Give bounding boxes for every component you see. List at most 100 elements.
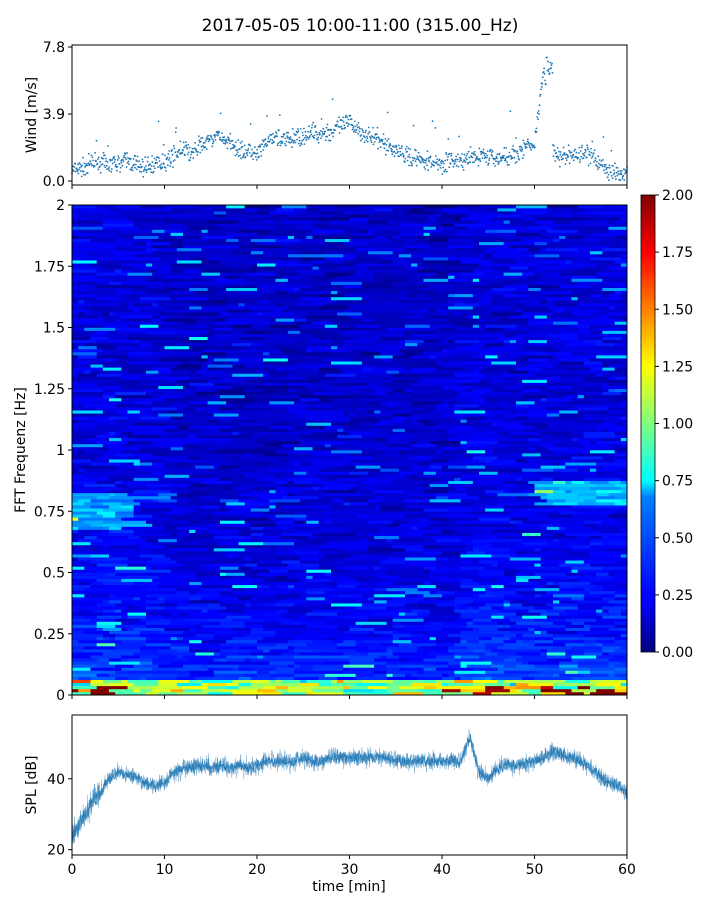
spectrogram-cell — [238, 404, 245, 408]
spectrogram-cell — [559, 563, 591, 567]
wind-point — [170, 162, 173, 165]
spectrogram-cell — [509, 511, 535, 515]
spectrogram-cell — [528, 572, 535, 576]
spectrogram-cell — [460, 688, 486, 693]
wind-point — [522, 157, 524, 160]
spectrogram-cell — [275, 489, 301, 494]
wind-point — [236, 151, 239, 154]
wind-point — [107, 167, 110, 170]
spectrogram-cell — [472, 397, 486, 402]
spectrogram-cell — [250, 569, 270, 573]
spectrogram-cell — [72, 443, 104, 448]
spectrogram-cell — [435, 367, 467, 371]
spectrogram-cell — [448, 508, 474, 512]
spectrogram-cell — [158, 324, 190, 328]
spectrogram-cell — [152, 514, 159, 518]
spectrogram-cell — [546, 630, 578, 635]
spectrogram-cell — [170, 453, 196, 457]
spectrogram-cell — [115, 453, 134, 457]
spectrogram-cell — [454, 673, 467, 677]
wind-point — [291, 146, 293, 149]
spectrogram-cell — [454, 606, 461, 610]
spectrogram-cell — [226, 318, 252, 322]
spectrogram-cell — [318, 606, 344, 610]
wind-point — [409, 156, 411, 159]
spectrogram-cell — [133, 551, 153, 555]
spectrogram-cell — [608, 609, 622, 613]
spectrogram-cell — [380, 554, 412, 558]
spectrogram-cell — [133, 514, 153, 518]
spectrogram-cell — [183, 514, 202, 518]
wind-point — [124, 152, 127, 155]
spectrogram-cell — [72, 649, 85, 653]
spectrogram-cell — [602, 597, 615, 601]
spectrogram-cell — [559, 597, 572, 601]
spectrogram-cell — [312, 480, 338, 484]
spectrogram-cell — [571, 621, 585, 625]
spectrogram-cell — [590, 587, 597, 592]
spectrogram-cell — [300, 560, 332, 564]
spectrogram-cell — [559, 526, 566, 530]
wind-point — [279, 140, 282, 143]
spectrogram-cell — [596, 584, 603, 589]
wind-point — [484, 152, 487, 155]
spectrogram-cell — [244, 443, 264, 448]
spectrogram-cell — [152, 321, 159, 325]
spectrogram-cell — [368, 652, 393, 656]
spectrogram-cell — [90, 676, 116, 680]
spectrogram-cell — [614, 511, 628, 515]
spectrogram-cell — [417, 379, 437, 383]
spectrogram-cell — [146, 566, 153, 570]
spectrogram-cell — [331, 499, 344, 503]
spectrogram-cell — [213, 627, 221, 631]
wind-point — [288, 138, 291, 141]
spectrogram-cell — [269, 661, 295, 665]
spectrogram-cell — [337, 649, 356, 653]
wind-point — [416, 157, 419, 159]
spectrogram-cell — [386, 676, 418, 680]
spectrogram-cell — [176, 673, 190, 677]
wind-point — [222, 138, 225, 141]
spectrogram-cell — [380, 566, 393, 570]
wind-point — [612, 173, 615, 176]
wind-point — [189, 156, 192, 159]
spectrogram-cell — [331, 401, 356, 405]
wind-point — [304, 134, 307, 137]
wind-point — [359, 127, 361, 130]
spectrogram-cell — [602, 557, 628, 561]
spectrogram-cell — [139, 459, 165, 463]
spectrogram-cell — [540, 532, 554, 537]
spectrogram-cell — [232, 440, 258, 445]
spectrogram-cell — [503, 413, 517, 417]
wind-point — [151, 155, 154, 157]
spectrogram-cell — [411, 388, 443, 393]
spectrogram-cell — [201, 437, 208, 442]
spectrogram-cell — [429, 514, 443, 518]
spectrogram-cell — [207, 330, 221, 334]
spectrogram-cell — [213, 450, 245, 454]
spectrogram-cell — [287, 382, 313, 386]
spectrogram-cell — [220, 453, 245, 457]
spectrogram-cell — [386, 370, 400, 374]
spectrogram-cell — [343, 443, 356, 448]
spectrogram-cell — [115, 642, 147, 647]
spectrogram-cell — [207, 450, 215, 454]
spectrogram-cell — [170, 495, 196, 500]
wind-point — [572, 153, 575, 156]
wind-point — [167, 153, 170, 155]
spectrogram-cell — [183, 431, 202, 435]
spectrogram-cell — [189, 529, 196, 533]
spectrogram-cell — [485, 342, 504, 347]
wind-point — [601, 165, 604, 168]
spectrogram-cell — [522, 646, 529, 650]
spectrogram-cell — [201, 333, 215, 337]
spectrogram-cell — [509, 600, 529, 604]
spectrogram-cell — [602, 535, 609, 540]
spectrogram-cell — [590, 330, 603, 334]
spectrogram-cell — [417, 676, 443, 680]
wind-point — [292, 142, 295, 144]
wind-point — [478, 157, 481, 160]
spectrogram-cell — [115, 603, 134, 607]
wind-point — [350, 118, 353, 121]
spectrogram-cell — [84, 649, 110, 653]
